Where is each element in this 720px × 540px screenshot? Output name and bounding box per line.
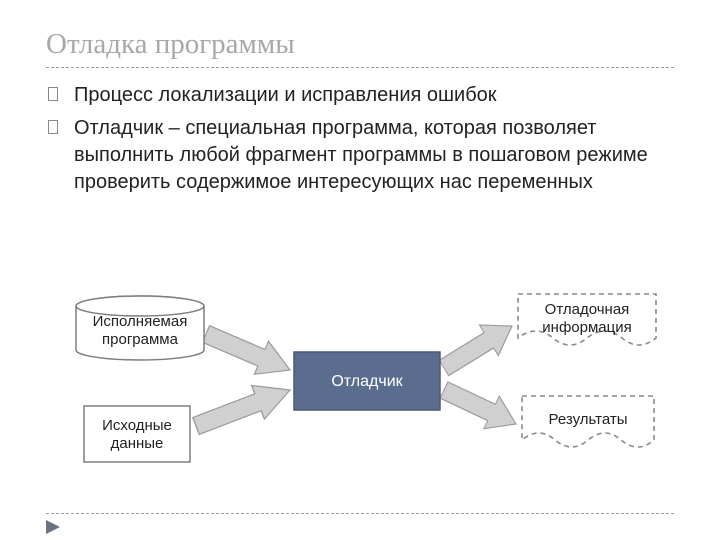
node-exec-label1: Исполняемая [93,313,188,330]
diagram-svg: Исполняемая программа Исходные данные От… [46,272,674,510]
node-center: Отладчик [294,352,440,410]
node-debug-label2: информация [542,319,631,336]
node-results: Результаты [522,396,654,447]
arrow-icon [199,317,297,386]
bullet-list: Процесс локализации и исправления ошибок… [46,82,674,196]
page-title: Отладка программы [46,28,674,61]
arrow-icon [436,374,523,441]
node-source-label1: Исходные [102,417,172,434]
node-results-label1: Результаты [549,411,628,428]
play-marker-icon [46,520,60,534]
node-center-label: Отладчик [331,373,403,390]
bottom-divider [46,513,674,514]
title-divider [46,67,674,68]
bullet-text: Отладчик – специальная программа, котора… [74,117,648,193]
arrow-icon [190,373,297,443]
node-debug: Отладочная информация [518,294,656,345]
bullet-text: Процесс локализации и исправления ошибок [74,84,497,106]
node-debug-label1: Отладочная [545,301,630,318]
list-item: Процесс локализации и исправления ошибок [46,82,674,109]
node-exec-label2: программа [102,331,179,348]
list-item: Отладчик – специальная программа, котора… [46,115,674,196]
node-source-label2: данные [111,435,164,452]
arrow-icon [435,311,522,384]
node-exec: Исполняемая программа [76,296,204,360]
node-source: Исходные данные [84,406,190,462]
diagram: Исполняемая программа Исходные данные От… [46,272,674,510]
slide: Отладка программы Процесс локализации и … [0,0,720,540]
